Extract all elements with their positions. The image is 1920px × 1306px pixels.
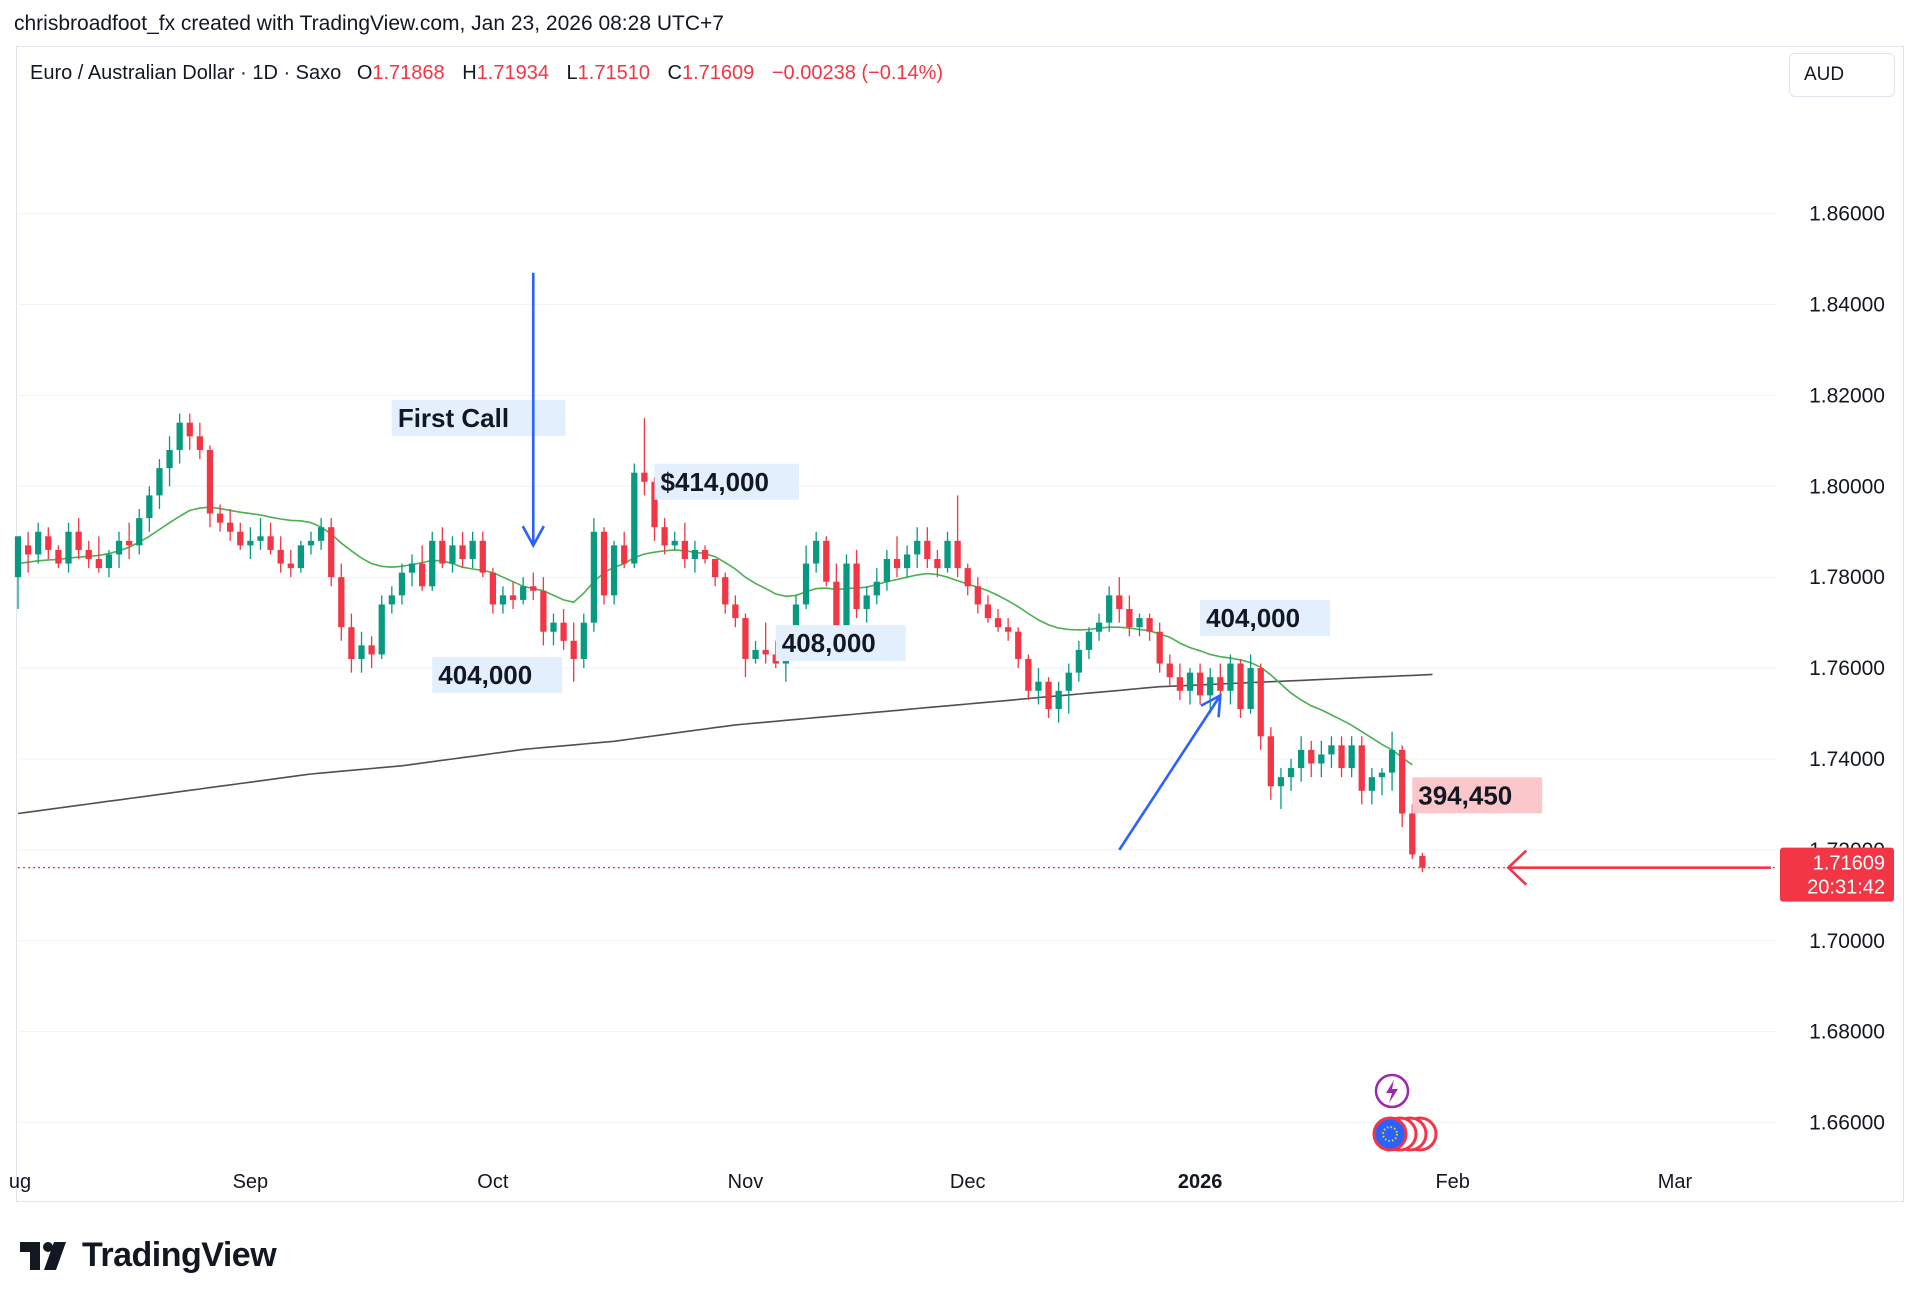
brand-name: TradingView — [82, 1236, 277, 1274]
symbol-legend: Euro / Australian Dollar · 1D · Saxo O1.… — [30, 62, 943, 85]
chart-credit: chrisbroadfoot_fx created with TradingVi… — [14, 12, 724, 35]
low-value: L1.71510 — [566, 62, 650, 84]
symbol-description[interactable]: Euro / Australian Dollar · 1D · Saxo — [30, 62, 342, 84]
open-value: O1.71868 — [356, 62, 445, 84]
chart-frame — [16, 46, 1904, 1202]
high-value: H1.71934 — [462, 62, 549, 84]
change-value: −0.00238 (−0.14%) — [771, 62, 944, 84]
currency-button[interactable]: AUD — [1789, 53, 1895, 97]
close-value: C1.71609 — [667, 62, 755, 84]
tradingview-brand[interactable]: TradingView — [20, 1236, 277, 1275]
tradingview-logo-icon — [20, 1241, 66, 1270]
